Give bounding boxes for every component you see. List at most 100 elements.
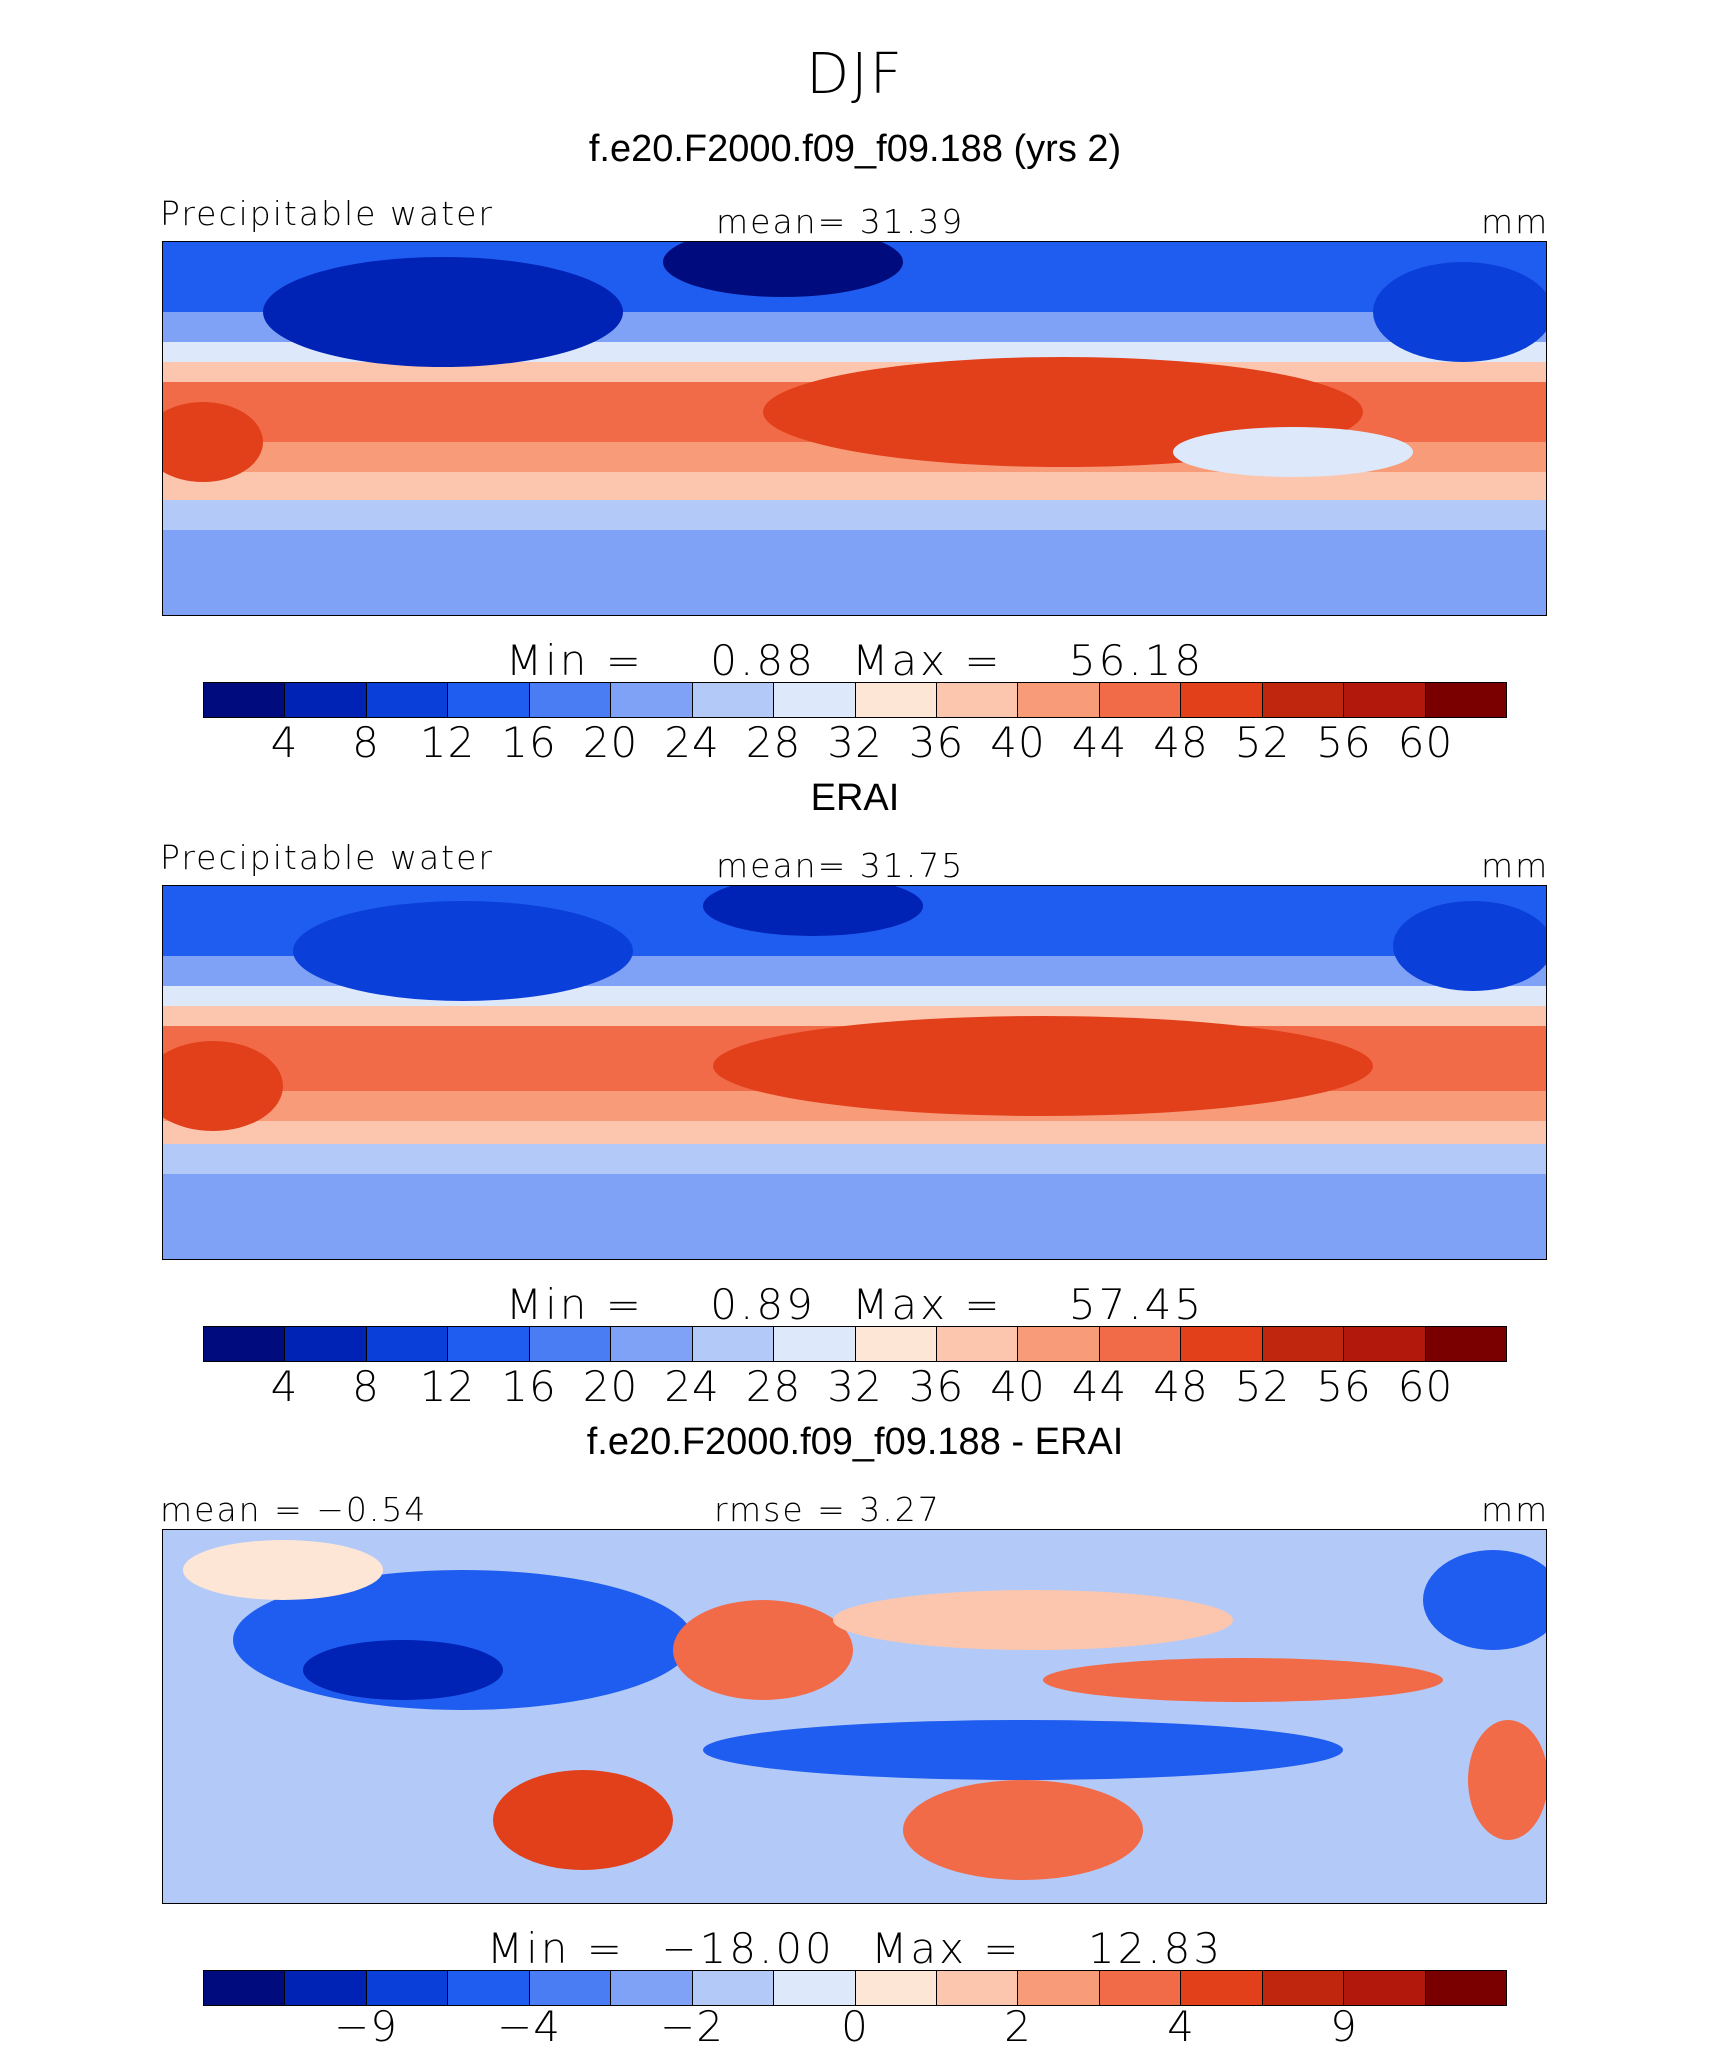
panel-1-map xyxy=(162,241,1547,616)
colorbar-segment xyxy=(204,1327,286,1361)
colorbar-segment xyxy=(366,1971,449,2005)
panel-2-variable-label: Precipitable water xyxy=(160,838,494,877)
panel-2-min-value: 0.89 xyxy=(710,1280,816,1329)
colorbar-segment xyxy=(529,1327,612,1361)
colorbar-tick-label: 4 xyxy=(270,718,299,767)
colorbar-tick-label: 2 xyxy=(1004,2002,1032,2051)
panel-3-min-label: Min = xyxy=(486,1924,625,1973)
panel-2-title: ERAI xyxy=(810,777,900,819)
colorbar-tick-label: 16 xyxy=(501,1362,557,1411)
colorbar-segment xyxy=(366,1327,449,1361)
panel-3-minmax: Min = −18.00 Max = 12.83 xyxy=(0,1924,1710,1973)
colorbar-tick-label: 48 xyxy=(1153,1362,1209,1411)
colorbar-tick-label: −2 xyxy=(660,2002,724,2051)
colorbar-tick-label: 8 xyxy=(352,718,380,767)
colorbar-segment xyxy=(1181,683,1263,717)
panel-3-colorbar xyxy=(203,1970,1507,2006)
colorbar-segment xyxy=(204,683,286,717)
colorbar-segment xyxy=(1099,683,1182,717)
colorbar-segment xyxy=(1344,683,1426,717)
colorbar-segment xyxy=(692,1327,775,1361)
colorbar-segment xyxy=(774,1327,856,1361)
colorbar-tick-label: 52 xyxy=(1234,718,1291,767)
panel-1-colorbar xyxy=(203,682,1507,718)
panel-1-max-label: Max = xyxy=(852,636,1003,685)
panel-2-units-label: mm xyxy=(1481,846,1550,885)
colorbar-segment xyxy=(529,1971,612,2005)
panel-3-mean-label: mean = −0.54 xyxy=(160,1490,428,1529)
panel-1-min-value: 0.88 xyxy=(710,636,816,685)
colorbar-segment xyxy=(1425,1971,1506,2005)
colorbar-tick-label: 4 xyxy=(1167,2002,1195,2051)
colorbar-segment xyxy=(448,683,530,717)
colorbar-segment xyxy=(936,683,1019,717)
colorbar-tick-label: 8 xyxy=(352,1362,380,1411)
colorbar-segment xyxy=(1099,1327,1182,1361)
colorbar-segment xyxy=(285,1971,367,2005)
panel-2-colorbar xyxy=(203,1326,1507,1362)
panel-3-map xyxy=(162,1529,1547,1904)
colorbar-segment xyxy=(1099,1971,1182,2005)
colorbar-segment xyxy=(1018,1971,1100,2005)
panel-3-max-label: Max = xyxy=(871,1924,1022,1973)
panel-1-max-value: 56.18 xyxy=(1068,636,1205,685)
colorbar-tick-label: 60 xyxy=(1397,718,1454,767)
colorbar-segment xyxy=(1181,1971,1263,2005)
colorbar-tick-label: 44 xyxy=(1071,1362,1128,1411)
colorbar-tick-label: 24 xyxy=(664,718,720,767)
panel-2-mean-label: mean= 31.75 xyxy=(716,846,965,885)
colorbar-segment xyxy=(285,683,367,717)
colorbar-segment xyxy=(936,1327,1019,1361)
colorbar-tick-label: 44 xyxy=(1071,718,1128,767)
colorbar-segment xyxy=(1344,1327,1426,1361)
panel-3-min-value: −18.00 xyxy=(661,1924,835,1973)
panel-2-max-value: 57.45 xyxy=(1068,1280,1205,1329)
colorbar-tick-label: 12 xyxy=(419,1362,476,1411)
colorbar-tick-label: 0 xyxy=(841,2002,869,2051)
panel-2-field xyxy=(163,886,1546,1259)
colorbar-tick-label: 60 xyxy=(1397,1362,1454,1411)
colorbar-segment xyxy=(1018,683,1100,717)
colorbar-tick-label: −9 xyxy=(334,2002,398,2051)
colorbar-tick-label: 56 xyxy=(1316,718,1372,767)
colorbar-tick-label: 16 xyxy=(501,718,557,767)
panel-2-map xyxy=(162,885,1547,1260)
colorbar-tick-label: 40 xyxy=(990,718,1046,767)
colorbar-segment xyxy=(936,1971,1019,2005)
colorbar-tick-label: 20 xyxy=(582,1362,639,1411)
colorbar-tick-label: 28 xyxy=(745,1362,802,1411)
colorbar-segment xyxy=(1425,683,1506,717)
colorbar-segment xyxy=(855,1327,937,1361)
colorbar-tick-label: 28 xyxy=(745,718,802,767)
panel-1-mean-label: mean= 31.39 xyxy=(716,202,965,241)
panel-3-field xyxy=(163,1530,1546,1903)
colorbar-segment xyxy=(855,683,937,717)
panel-3-rmse-label: rmse = 3.27 xyxy=(714,1490,941,1529)
figure-title: DJF xyxy=(806,42,904,107)
colorbar-segment xyxy=(1181,1327,1263,1361)
colorbar-tick-label: 32 xyxy=(827,718,883,767)
colorbar-segment xyxy=(692,683,775,717)
colorbar-segment xyxy=(529,683,612,717)
colorbar-segment xyxy=(204,1971,286,2005)
panel-1-units-label: mm xyxy=(1481,202,1550,241)
panel-1-minmax: Min = 0.88 Max = 56.18 xyxy=(0,636,1710,685)
colorbar-segment xyxy=(448,1971,530,2005)
colorbar-tick-label: 20 xyxy=(582,718,639,767)
colorbar-segment xyxy=(611,1327,693,1361)
colorbar-segment xyxy=(611,1971,693,2005)
colorbar-tick-label: −4 xyxy=(497,2002,561,2051)
colorbar-tick-label: 9 xyxy=(1330,2002,1358,2051)
colorbar-segment xyxy=(1344,1971,1426,2005)
panel-3-title: f.e20.F2000.f09_f09.188 - ERAI xyxy=(586,1421,1124,1463)
panel-1-title: f.e20.F2000.f09_f09.188 (yrs 2) xyxy=(588,128,1122,170)
panel-2-max-label: Max = xyxy=(852,1280,1003,1329)
colorbar-segment xyxy=(1425,1327,1506,1361)
colorbar-segment xyxy=(448,1327,530,1361)
colorbar-segment xyxy=(366,683,449,717)
colorbar-tick-label: 32 xyxy=(827,1362,883,1411)
colorbar-tick-label: 24 xyxy=(664,1362,720,1411)
panel-1-field xyxy=(163,242,1546,615)
colorbar-segment xyxy=(1262,1327,1345,1361)
panel-1-min-label: Min = xyxy=(505,636,644,685)
